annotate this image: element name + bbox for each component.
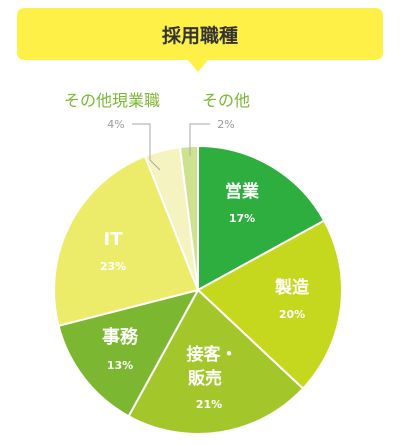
title-callout: 採用職種 — [17, 8, 383, 72]
pie-slice-3 — [57, 288, 200, 418]
leader-line-5 — [132, 123, 161, 171]
pie-slice-0 — [197, 144, 326, 292]
slice-label-2-line2: 販売 — [188, 368, 222, 389]
leader-line-6 — [189, 123, 210, 156]
slice-label-3: 事務 — [102, 326, 139, 348]
slice-value-1: 20% — [279, 308, 305, 321]
chart-title: 採用職種 — [162, 24, 238, 47]
slice-label-4: IT — [104, 229, 124, 250]
slice-value-6: 2% — [217, 118, 234, 131]
pie-slice-6 — [178, 144, 199, 291]
slice-labels: 営業 17% 製造 20% 接客・販売 21% 事務 13% IT 23% その他現業職 4% その他 2… — [64, 91, 310, 411]
pie-slice-2 — [127, 288, 305, 435]
slice-label-5: その他現業職 — [64, 91, 160, 110]
pie-slice-1 — [196, 219, 343, 390]
slice-label-1: 製造 — [274, 277, 310, 298]
pie-slices — [53, 144, 343, 435]
slice-value-3: 13% — [107, 359, 133, 372]
title-box — [17, 8, 383, 72]
slice-value-4: 23% — [100, 260, 126, 273]
slice-label-2: 接客・ — [187, 344, 238, 365]
leader-lines — [132, 123, 210, 171]
slice-value-0: 17% — [229, 212, 255, 225]
slice-label-6: その他 — [202, 91, 250, 110]
slice-value-5: 4% — [107, 118, 124, 131]
slice-label-0: 営業 — [225, 181, 259, 202]
pie-slice-4 — [53, 154, 200, 328]
slice-value-2: 21% — [196, 398, 222, 411]
